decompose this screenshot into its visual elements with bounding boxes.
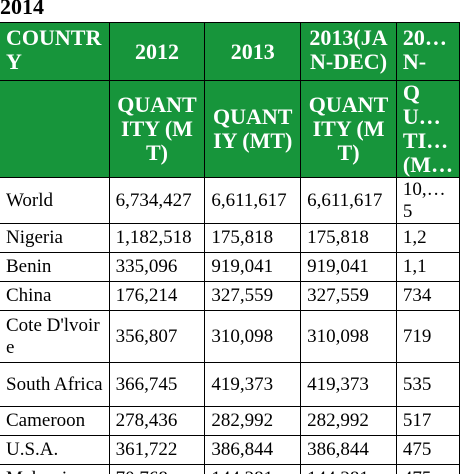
value-2013-jan-dec-cell: 175,818 [300, 223, 397, 253]
value-2014-cell: 475 [395, 435, 461, 465]
value-2013-cell: 144,281 [204, 464, 302, 474]
value-2013-cell: 419,373 [204, 362, 302, 407]
value-2013-cell: 310,098 [204, 310, 302, 363]
table-row: China 176,214 327,559 327,559 734 [0, 281, 461, 311]
value-2013-jan-dec-cell: 310,098 [300, 310, 397, 363]
table-row: Cote D'lvoire 356,807 310,098 310,098 71… [0, 310, 461, 363]
header-row-years: COUNTRY 2012 2013 2013(JAN-DEC) 20…N- [0, 22, 461, 81]
value-2012-cell: 366,745 [108, 362, 206, 407]
value-2012-cell: 1,182,518 [108, 223, 206, 253]
header-row-units: QUANTITY (MT) QUANTIY (MT) QUANTITY (MT)… [0, 80, 461, 178]
value-2013-cell: 175,818 [204, 223, 302, 253]
table-row: Benin 335,096 919,041 919,041 1,1 [0, 252, 461, 282]
header-cell-2013-jan-dec: 2013(JAN-DEC) [300, 22, 397, 81]
header-cell-quantity-2014: QU…TI…(M… [395, 80, 461, 178]
header-cell-2013: 2013 [204, 22, 302, 81]
value-2014-cell: 10,…5 [395, 177, 461, 224]
value-2013-jan-dec-cell: 419,373 [300, 362, 397, 407]
value-2014-cell: 734 [395, 281, 461, 311]
table-caption: 2014 [0, 0, 44, 19]
value-2013-jan-dec-cell: 6,611,617 [300, 177, 397, 224]
header-cell-2012: 2012 [108, 22, 206, 81]
header-cell-quantity-2013: QUANTIY (MT) [204, 80, 302, 178]
value-2013-cell: 282,992 [204, 406, 302, 436]
table-row: South Africa 366,745 419,373 419,373 535 [0, 362, 461, 407]
table-row: Cameroon 278,436 282,992 282,992 517 [0, 406, 461, 436]
value-2013-jan-dec-cell: 144,281 [300, 464, 397, 474]
table-row: Nigeria 1,182,518 175,818 175,818 1,2 [0, 223, 461, 253]
header-cell-2014: 20…N- [395, 22, 461, 81]
value-2013-cell: 327,559 [204, 281, 302, 311]
value-2013-jan-dec-cell: 386,844 [300, 435, 397, 465]
value-2012-cell: 6,734,427 [108, 177, 206, 224]
value-2014-cell: 1,1 [395, 252, 461, 282]
value-2014-cell: 535 [395, 362, 461, 407]
value-2013-cell: 6,611,617 [204, 177, 302, 224]
value-2014-cell: 719 [395, 310, 461, 363]
value-2012-cell: 176,214 [108, 281, 206, 311]
country-cell: Benin [0, 252, 110, 282]
value-2012-cell: 70,768 [108, 464, 206, 474]
country-cell: China [0, 281, 110, 311]
value-2013-cell: 386,844 [204, 435, 302, 465]
country-cell: U.S.A. [0, 435, 110, 465]
country-cell: Cote D'lvoire [0, 310, 110, 363]
table-row: Malaysia 70,768 144,281 144,281 475 [0, 464, 461, 474]
header-cell-empty [0, 80, 110, 178]
import-quantity-table: COUNTRY 2012 2013 2013(JAN-DEC) 20…N- QU… [0, 22, 461, 474]
country-cell: South Africa [0, 362, 110, 407]
value-2013-jan-dec-cell: 327,559 [300, 281, 397, 311]
value-2012-cell: 356,807 [108, 310, 206, 363]
value-2012-cell: 278,436 [108, 406, 206, 436]
value-2014-cell: 517 [395, 406, 461, 436]
value-2013-jan-dec-cell: 919,041 [300, 252, 397, 282]
table-row: World 6,734,427 6,611,617 6,611,617 10,…… [0, 177, 461, 224]
value-2013-cell: 919,041 [204, 252, 302, 282]
country-cell: World [0, 177, 110, 224]
value-2012-cell: 335,096 [108, 252, 206, 282]
table-row: U.S.A. 361,722 386,844 386,844 475 [0, 435, 461, 465]
value-2012-cell: 361,722 [108, 435, 206, 465]
value-2013-jan-dec-cell: 282,992 [300, 406, 397, 436]
value-2014-cell: 475 [395, 464, 461, 474]
header-cell-quantity-2012: QUANTITY (MT) [108, 80, 206, 178]
header-cell-quantity-2013-jan-dec: QUANTITY (MT) [300, 80, 397, 178]
header-cell-country: COUNTRY [0, 22, 110, 81]
value-2014-cell: 1,2 [395, 223, 461, 253]
country-cell: Nigeria [0, 223, 110, 253]
country-cell: Cameroon [0, 406, 110, 436]
country-cell: Malaysia [0, 464, 110, 474]
